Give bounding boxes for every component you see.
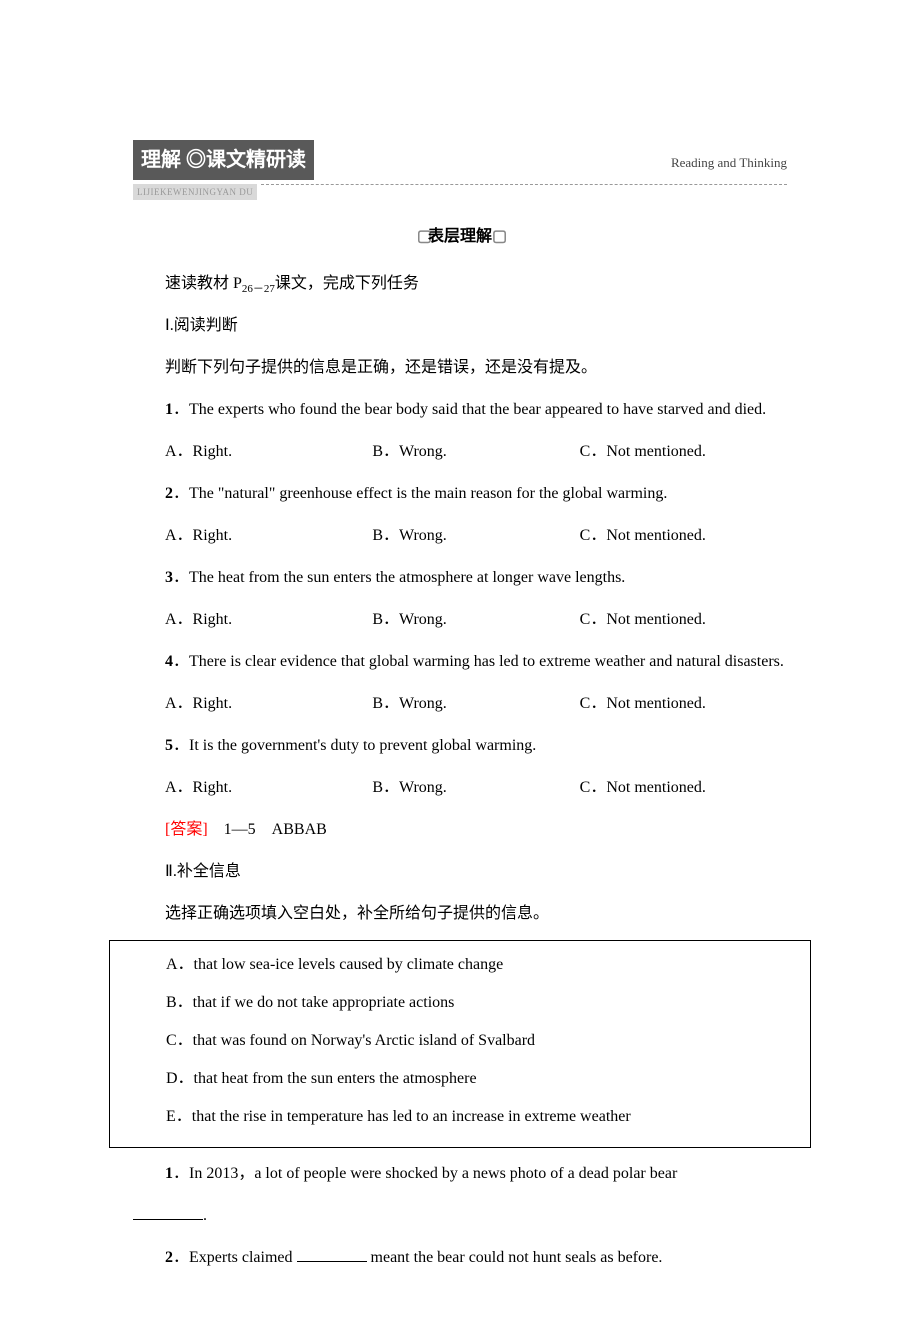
page-header: 理解 ◎课文精研读 Reading and Thinking	[133, 140, 787, 180]
question2-continue: .	[133, 1200, 787, 1232]
question-num: 5	[165, 737, 173, 754]
options-row: A．Right. B．Wrong. C．Not mentioned.	[133, 436, 787, 468]
header-pinyin: LIJIEKEWENJINGYAN DU	[133, 184, 257, 200]
option-b: B．Wrong.	[372, 520, 579, 552]
answer-text: 1—5 ABBAB	[208, 821, 327, 838]
header-dashed-line	[261, 184, 787, 185]
options-row: A．Right. B．Wrong. C．Not mentioned.	[133, 520, 787, 552]
option-b: B．Wrong.	[372, 604, 579, 636]
option-a: A．Right.	[165, 520, 372, 552]
box-option: D．that heat from the sun enters the atmo…	[110, 1063, 810, 1095]
option-a: A．Right.	[165, 772, 372, 804]
option-c: C．Not mentioned.	[580, 772, 787, 804]
question-item: 2．The "natural" greenhouse effect is the…	[133, 478, 787, 510]
intro-sub: 26－27	[242, 283, 275, 295]
intro-line-1: 速读教材 P26－27课文，完成下列任务	[133, 268, 787, 300]
box-option: A．that low sea-ice levels caused by clim…	[110, 949, 810, 981]
part1-title: Ⅰ.阅读判断	[133, 310, 787, 342]
answer-line: [答案] 1—5 ABBAB	[133, 814, 787, 846]
question-num: 1	[165, 401, 173, 418]
question-item: 4．There is clear evidence that global wa…	[133, 646, 787, 678]
part2-title: Ⅱ.补全信息	[133, 856, 787, 888]
section-title-wrap: 表层理解	[133, 224, 787, 250]
option-b: B．Wrong.	[372, 688, 579, 720]
options-row: A．Right. B．Wrong. C．Not mentioned.	[133, 688, 787, 720]
option-c: C．Not mentioned.	[580, 688, 787, 720]
option-c: C．Not mentioned.	[580, 520, 787, 552]
part2-desc: 选择正确选项填入空白处，补全所给句子提供的信息。	[133, 898, 787, 930]
header-underline: LIJIEKEWENJINGYAN DU	[133, 184, 787, 200]
blank-field	[297, 1246, 367, 1262]
question-text: ．It is the government's duty to prevent …	[173, 737, 536, 754]
badge-text-1: 理解	[141, 149, 181, 171]
questions-set-1: 1．The experts who found the bear body sa…	[133, 394, 787, 804]
badge-text-2: 课文精研读	[206, 149, 306, 171]
header-badge: 理解 ◎课文精研读	[133, 140, 314, 180]
question-text-a: ．In 2013，a lot of people were shocked by…	[173, 1165, 677, 1182]
question2-item: 2．Experts claimed meant the bear could n…	[133, 1242, 787, 1274]
intro-text-a: 速读教材 P	[165, 275, 242, 292]
intro-text-b: 课文，完成下列任务	[275, 275, 419, 292]
question-num: 1	[165, 1165, 173, 1182]
question-text-b: meant the bear could not hunt seals as b…	[367, 1249, 663, 1266]
box-option: E．that the rise in temperature has led t…	[110, 1101, 810, 1133]
header-subtitle: Reading and Thinking	[671, 153, 787, 180]
question-text: ．The "natural" greenhouse effect is the …	[173, 485, 667, 502]
option-c: C．Not mentioned.	[580, 436, 787, 468]
question-item: 1．The experts who found the bear body sa…	[133, 394, 787, 426]
option-a: A．Right.	[165, 688, 372, 720]
question-num: 4	[165, 653, 173, 670]
question-item: 3．The heat from the sun enters the atmos…	[133, 562, 787, 594]
answer-label: [答案]	[165, 821, 208, 838]
question-num: 2	[165, 485, 173, 502]
option-b: B．Wrong.	[372, 772, 579, 804]
badge-sep: ◎	[181, 149, 206, 171]
section-title: 表层理解	[417, 228, 503, 245]
question2-item: 1．In 2013，a lot of people were shocked b…	[133, 1158, 787, 1190]
question-text: ．There is clear evidence that global war…	[173, 653, 784, 670]
question-item: 5．It is the government's duty to prevent…	[133, 730, 787, 762]
question-text: ．The heat from the sun enters the atmosp…	[173, 569, 625, 586]
option-a: A．Right.	[165, 436, 372, 468]
option-a: A．Right.	[165, 604, 372, 636]
options-box: A．that low sea-ice levels caused by clim…	[109, 940, 811, 1148]
options-row: A．Right. B．Wrong. C．Not mentioned.	[133, 604, 787, 636]
question-text-a: ．Experts claimed	[173, 1249, 297, 1266]
option-c: C．Not mentioned.	[580, 604, 787, 636]
blank-field	[133, 1204, 203, 1220]
options-row: A．Right. B．Wrong. C．Not mentioned.	[133, 772, 787, 804]
box-option: B．that if we do not take appropriate act…	[110, 987, 810, 1019]
option-b: B．Wrong.	[372, 436, 579, 468]
box-option: C．that was found on Norway's Arctic isla…	[110, 1025, 810, 1057]
question-text-b: .	[203, 1207, 207, 1224]
header-badge-wrap: 理解 ◎课文精研读	[133, 140, 314, 180]
part1-desc: 判断下列句子提供的信息是正确，还是错误，还是没有提及。	[133, 352, 787, 384]
question-text: ．The experts who found the bear body sai…	[173, 401, 766, 418]
question-num: 3	[165, 569, 173, 586]
question-num: 2	[165, 1249, 173, 1266]
